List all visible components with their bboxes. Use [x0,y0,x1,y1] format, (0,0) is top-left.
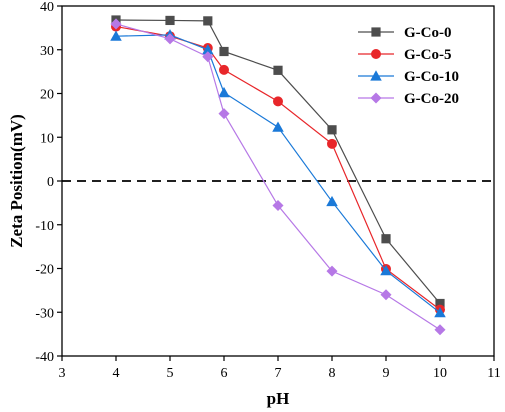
series-line [115,34,441,314]
y-tick-label: 40 [40,0,54,15]
legend-label: G-Co-0 [404,25,452,41]
data-point [218,108,230,120]
legend-marker [370,70,382,81]
data-point [218,86,230,98]
x-tick-label: 7 [275,366,282,381]
data-point [327,125,337,135]
series-g-co-0 [111,15,445,309]
series-line [115,23,441,331]
data-point [273,65,283,75]
legend-item: G-Co-0 [358,25,452,41]
y-tick-label: -20 [35,263,54,278]
x-tick-label: 4 [113,366,120,381]
data-point [380,264,392,276]
data-point [381,234,391,244]
y-tick-label: 30 [40,44,54,59]
data-point [273,96,283,107]
y-tick-label: -30 [35,306,54,321]
legend-marker [371,27,381,37]
y-tick-label: -40 [35,350,54,365]
legend-marker [370,92,382,104]
x-axis-title: pH [267,389,290,408]
x-tick-label: 10 [433,366,447,381]
plot-area [62,15,494,336]
legend-label: G-Co-5 [404,47,452,63]
x-tick-label: 5 [167,366,174,381]
x-tick-label: 8 [329,366,336,381]
y-axis-title: Zeta Position(mV) [7,114,26,248]
y-tick-label: -10 [35,219,54,234]
data-point [219,64,229,75]
data-point [165,15,175,26]
legend-label: G-Co-10 [404,69,459,85]
series-g-co-20 [110,18,446,336]
legend-item: G-Co-5 [358,47,452,63]
x-tick-label: 3 [59,366,66,381]
axes: 3 4 5 6 7 8 9 10 11 -40 -30 -20 -10 0 10 20 30 40 [35,0,500,381]
legend-label: G-Co-20 [404,91,459,107]
y-tick-label: 20 [40,88,54,103]
legend-marker [371,49,381,59]
data-point [202,51,214,63]
legend-item: G-Co-20 [358,91,459,107]
data-point [272,199,284,212]
data-point [164,33,176,45]
data-point [380,289,392,301]
series-line [115,19,441,304]
data-point [272,121,284,132]
y-tick-label: 0 [47,175,54,190]
data-point [326,265,338,277]
data-point [326,195,338,207]
data-point [110,18,122,30]
data-point [203,16,213,26]
data-point [219,46,229,57]
legend: G-Co-0 G-Co-5 G-Co-10 G-Co-20 [358,25,459,107]
data-point [434,306,446,318]
x-tick-label: 6 [221,366,228,381]
legend-item: G-Co-10 [358,69,459,85]
data-point [110,30,122,41]
x-tick-label: 11 [487,366,500,381]
series-line [115,25,441,311]
series-g-co-5 [111,21,445,315]
x-tick-label: 9 [383,366,390,381]
y-tick-label: 10 [40,131,54,146]
data-point [435,298,445,309]
data-point [327,138,337,149]
data-point [202,44,214,55]
data-point [434,324,446,336]
